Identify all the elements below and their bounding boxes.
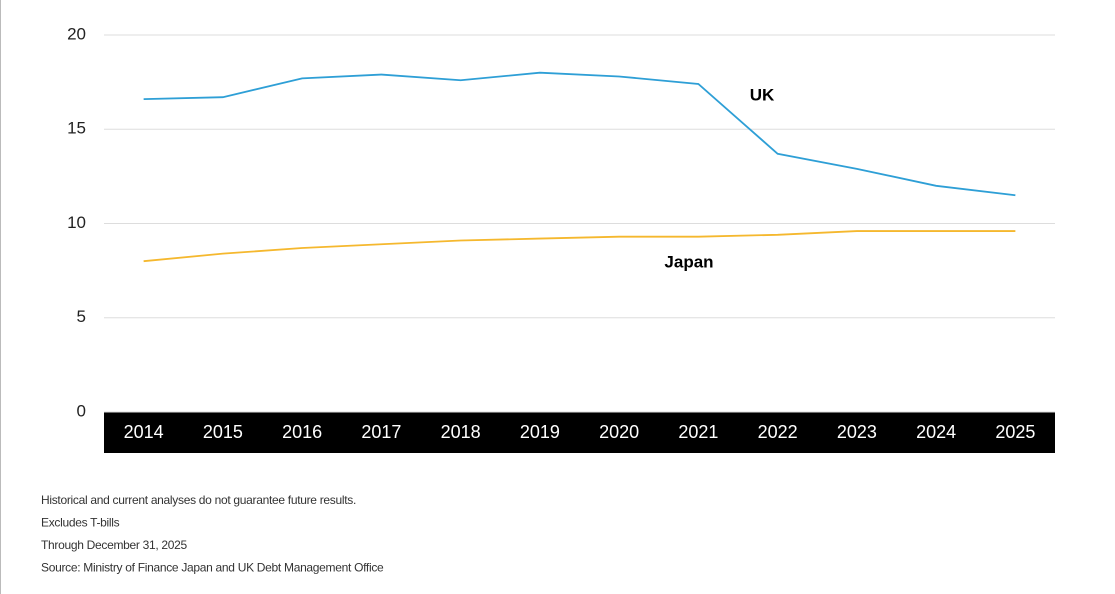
y-tick-label: 5 <box>77 307 86 326</box>
x-tick-label: 2017 <box>361 422 401 442</box>
footnote: Historical and current analyses do not g… <box>41 493 356 507</box>
line <box>143 230 1016 263</box>
x-tick-label: 2022 <box>758 422 798 442</box>
footnote: Excludes T-bills <box>41 516 120 530</box>
series-label: Japan <box>664 252 713 271</box>
x-tick-label: 2015 <box>203 422 243 442</box>
footnote: Source: Ministry of Finance Japan and UK… <box>41 561 384 575</box>
x-tick-label: 2016 <box>282 422 322 442</box>
y-tick-label: 0 <box>77 401 86 420</box>
x-tick-label: 2019 <box>520 422 560 442</box>
line <box>143 71 1016 197</box>
x-tick-label: 2020 <box>599 422 639 442</box>
x-tick-label: 2021 <box>678 422 718 442</box>
x-tick-label: 2023 <box>837 422 877 442</box>
x-tick-label: 2018 <box>441 422 481 442</box>
y-tick-label: 15 <box>67 119 86 138</box>
x-axis-band <box>104 412 1055 453</box>
footnote: Through December 31, 2025 <box>41 538 188 552</box>
y-tick-label: 20 <box>67 24 86 43</box>
x-tick-label: 2014 <box>124 422 164 442</box>
x-tick-label: 2025 <box>995 422 1035 442</box>
series-label: UK <box>750 85 775 104</box>
y-tick-label: 10 <box>67 213 86 232</box>
x-tick-label: 2024 <box>916 422 956 442</box>
